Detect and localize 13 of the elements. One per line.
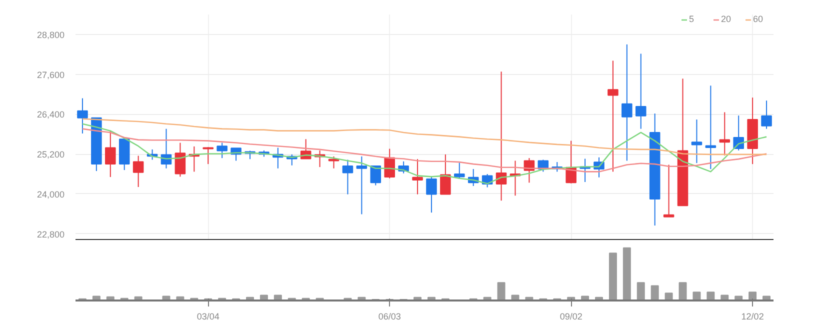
y-tick-label: 25,200 xyxy=(36,150,65,160)
legend-label: 60 xyxy=(753,14,764,24)
legend-label: 5 xyxy=(689,14,696,24)
x-tick-label: 06/03 xyxy=(378,312,401,322)
legend-label: 20 xyxy=(721,14,732,24)
y-tick-label: 27,600 xyxy=(36,70,65,80)
x-tick-label: 12/02 xyxy=(741,312,764,322)
y-tick-label: 24,000 xyxy=(36,189,65,200)
x-tick-label: 03/04 xyxy=(196,312,220,322)
y-tick-label: 28,800 xyxy=(36,30,65,40)
y-tick-label: 26,400 xyxy=(36,110,65,120)
y-tick-label: 22,800 xyxy=(36,229,65,240)
x-tick-label: 09/02 xyxy=(560,312,582,322)
